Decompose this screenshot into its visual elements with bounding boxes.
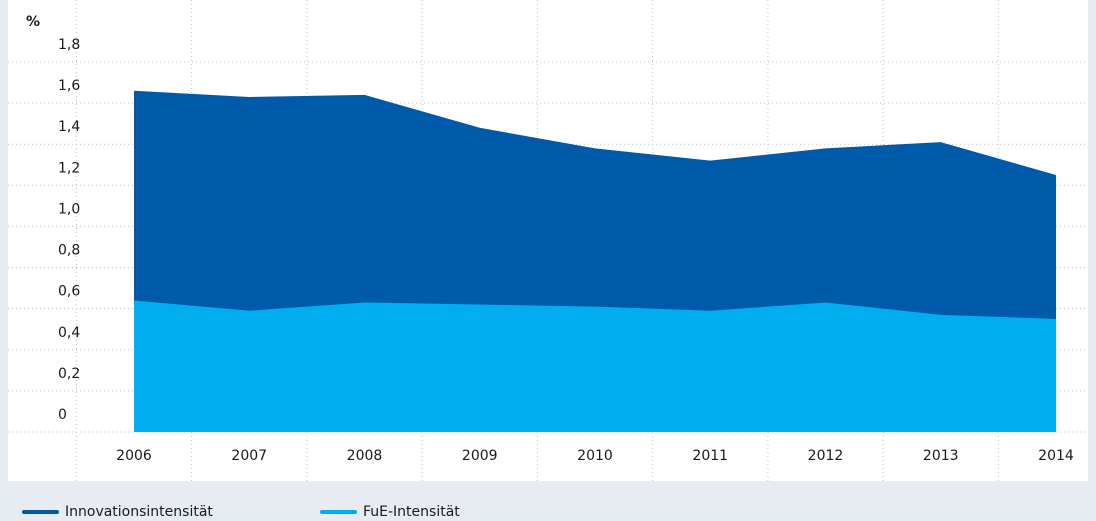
x-tick-label: 2013 — [923, 448, 959, 464]
y-tick-label: 0,6 — [58, 284, 80, 300]
x-tick-label: 2012 — [808, 448, 844, 464]
y-tick-label: 1,8 — [58, 37, 80, 53]
x-tick-label: 2007 — [231, 448, 267, 464]
y-tick-label: 1,4 — [58, 119, 80, 135]
x-tick-label: 2010 — [577, 448, 613, 464]
x-tick-label: 2006 — [116, 448, 152, 464]
x-tick-label: 2011 — [692, 448, 728, 464]
y-tick-label: 1,6 — [58, 78, 80, 94]
y-tick-label: 1,2 — [58, 160, 80, 176]
x-tick-label: 2014 — [1038, 448, 1074, 464]
x-tick-label: 2009 — [462, 448, 498, 464]
y-tick-label: 0,8 — [58, 243, 80, 259]
x-tick-label: 2008 — [347, 448, 383, 464]
y-tick-label: 0 — [58, 407, 67, 423]
y-tick-label: 1,0 — [58, 201, 80, 217]
legend-label: Innovationsintensität — [65, 504, 213, 520]
legend-label: FuE-Intensität — [363, 504, 460, 520]
area — [134, 300, 1056, 432]
y-tick-label: 0,4 — [58, 325, 80, 341]
unit-label: % — [26, 14, 40, 30]
y-tick-label: 0,2 — [58, 366, 80, 382]
